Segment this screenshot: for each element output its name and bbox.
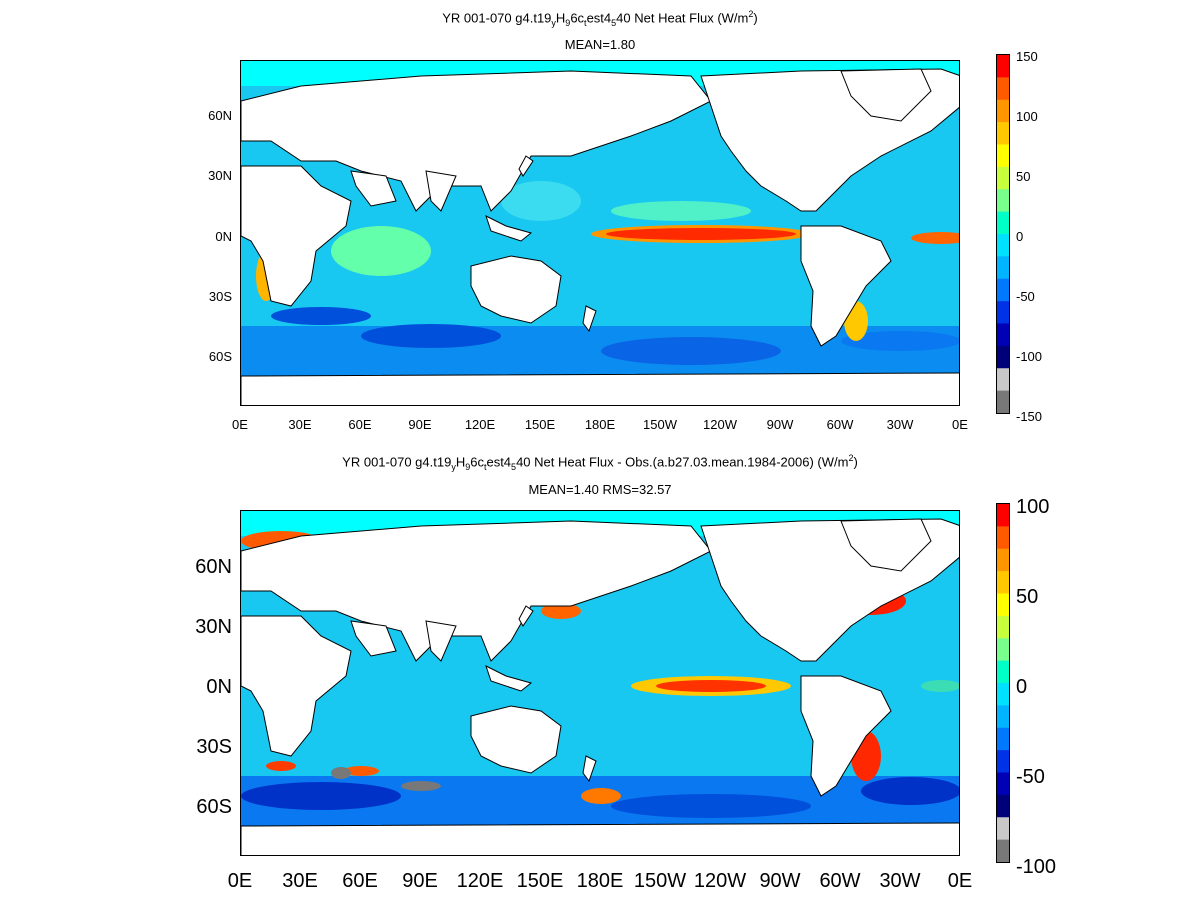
- panel2-lon-label: 120E: [456, 870, 504, 892]
- colorbar-swatch: [997, 345, 1009, 369]
- colorbar-swatch: [997, 99, 1009, 123]
- panel2-colorbar-label: 0: [1016, 676, 1028, 698]
- panel1-lat-label: 30N: [208, 168, 232, 183]
- panel1-lon-label: 0E: [232, 417, 248, 432]
- panel2-colorbar-svg: [997, 504, 1009, 863]
- colorbar-swatch: [997, 55, 1009, 78]
- colorbar-swatch: [997, 122, 1009, 145]
- panel1-lat-label: 60S: [208, 349, 232, 364]
- colorbar-swatch: [997, 615, 1009, 639]
- panel2-lon-label: 60W: [819, 870, 861, 892]
- panel1-lon-label: 90W: [766, 417, 794, 432]
- colorbar-swatch: [997, 727, 1009, 751]
- colorbar-swatch: [997, 504, 1009, 527]
- panel1-colorbar-label: 100: [1016, 109, 1038, 124]
- panel2-lon-label: 0E: [227, 870, 253, 892]
- colorbar-swatch: [997, 323, 1009, 347]
- panel1-lat-label: 30S: [208, 289, 232, 304]
- panel1-lat-label: 60N: [208, 108, 232, 123]
- colorbar-swatch: [997, 705, 1009, 729]
- colorbar-swatch: [997, 189, 1009, 213]
- panel2-lon-label: 30W: [879, 870, 921, 892]
- panel2-lat-label: 30S: [196, 736, 232, 758]
- colorbar-swatch: [997, 144, 1009, 168]
- panel1-colorbar-label: 50: [1016, 169, 1031, 184]
- colorbar-swatch: [997, 390, 1009, 414]
- panel2-lat-label: 0N: [206, 676, 232, 698]
- panel2-lon-label: 90E: [402, 870, 438, 892]
- panel1-map: [240, 60, 960, 406]
- panel2-lon-label: 60E: [342, 870, 378, 892]
- colorbar-swatch: [997, 839, 1009, 863]
- panel1-colorbar-label: -150: [1016, 409, 1043, 424]
- colorbar-swatch: [997, 794, 1009, 818]
- colorbar-swatch: [997, 750, 1009, 773]
- panel1-lon-label: 150E: [524, 417, 556, 432]
- panel2-colorbar-label: -100: [1016, 856, 1057, 878]
- panel2-lon-label: 30E: [282, 870, 318, 892]
- panel2-lat-label: 30N: [195, 616, 232, 638]
- colorbar-swatch: [997, 772, 1009, 796]
- colorbar-swatch: [997, 638, 1009, 662]
- colorbar-swatch: [997, 683, 1009, 706]
- panel2-colorbar-label: 50: [1016, 586, 1039, 608]
- colorbar-swatch: [997, 368, 1009, 392]
- colorbar-swatch: [997, 548, 1009, 572]
- colorbar-swatch: [997, 166, 1009, 190]
- panel1-lon-label: 60E: [348, 417, 372, 432]
- colorbar-swatch: [997, 256, 1009, 280]
- panel1-title: YR 001-070 g4.t19yH96ctest4540 Net Heat …: [442, 9, 758, 28]
- panel2-lon-label: 90W: [759, 870, 801, 892]
- panel2-map-canvas: [241, 511, 959, 855]
- colorbar-swatch: [997, 660, 1009, 684]
- panel2-colorbar: [996, 503, 1010, 863]
- colorbar-swatch: [997, 234, 1009, 257]
- panel1-map-canvas: [241, 61, 959, 405]
- panel1-lon-label: 180E: [584, 417, 616, 432]
- panel1-colorbar-svg: [997, 55, 1009, 414]
- panel1-lon-label: 120W: [703, 417, 737, 432]
- panel1-colorbar-label: -50: [1016, 289, 1035, 304]
- panel2-colorbar-label: -50: [1016, 766, 1045, 788]
- panel1-lat-label: 0N: [215, 229, 232, 244]
- panel2-lon-label: 150W: [633, 870, 687, 892]
- panel2-lon-label: 150E: [516, 870, 564, 892]
- panel2-lon-label: 120W: [693, 870, 747, 892]
- colorbar-swatch: [997, 211, 1009, 235]
- panel2-lon-label: 180E: [576, 870, 624, 892]
- panel2-map: [240, 510, 960, 856]
- panel2-lon-label: 0E: [947, 870, 973, 892]
- colorbar-swatch: [997, 593, 1009, 617]
- panel1-colorbar-label: -100: [1016, 349, 1043, 364]
- panel1-stats: MEAN=1.80: [564, 37, 636, 52]
- panel2-colorbar-label: 100: [1016, 496, 1050, 518]
- colorbar-swatch: [997, 571, 1009, 594]
- panel1-colorbar-label: 0: [1016, 229, 1024, 244]
- panel2-lat-label: 60S: [196, 796, 232, 818]
- panel1-colorbar-label: 150: [1016, 49, 1038, 64]
- panel2-stats: MEAN=1.40 RMS=32.57: [528, 482, 672, 497]
- panel1-lon-label: 30E: [288, 417, 312, 432]
- panel2-lat-label: 60N: [195, 556, 232, 578]
- panel2-title: YR 001-070 g4.t19yH96ctest4540 Net Heat …: [342, 453, 858, 472]
- colorbar-swatch: [997, 526, 1009, 550]
- panel1-colorbar: [996, 54, 1010, 414]
- panel1-lon-label: 150W: [643, 417, 677, 432]
- colorbar-swatch: [997, 278, 1009, 302]
- panel1-lon-label: 120E: [464, 417, 496, 432]
- panel1-lon-label: 90E: [408, 417, 432, 432]
- colorbar-swatch: [997, 817, 1009, 841]
- colorbar-swatch: [997, 77, 1009, 101]
- panel1-lon-label: 0E: [952, 417, 968, 432]
- panel1-lon-label: 30W: [886, 417, 914, 432]
- colorbar-swatch: [997, 301, 1009, 324]
- panel1-lon-label: 60W: [826, 417, 854, 432]
